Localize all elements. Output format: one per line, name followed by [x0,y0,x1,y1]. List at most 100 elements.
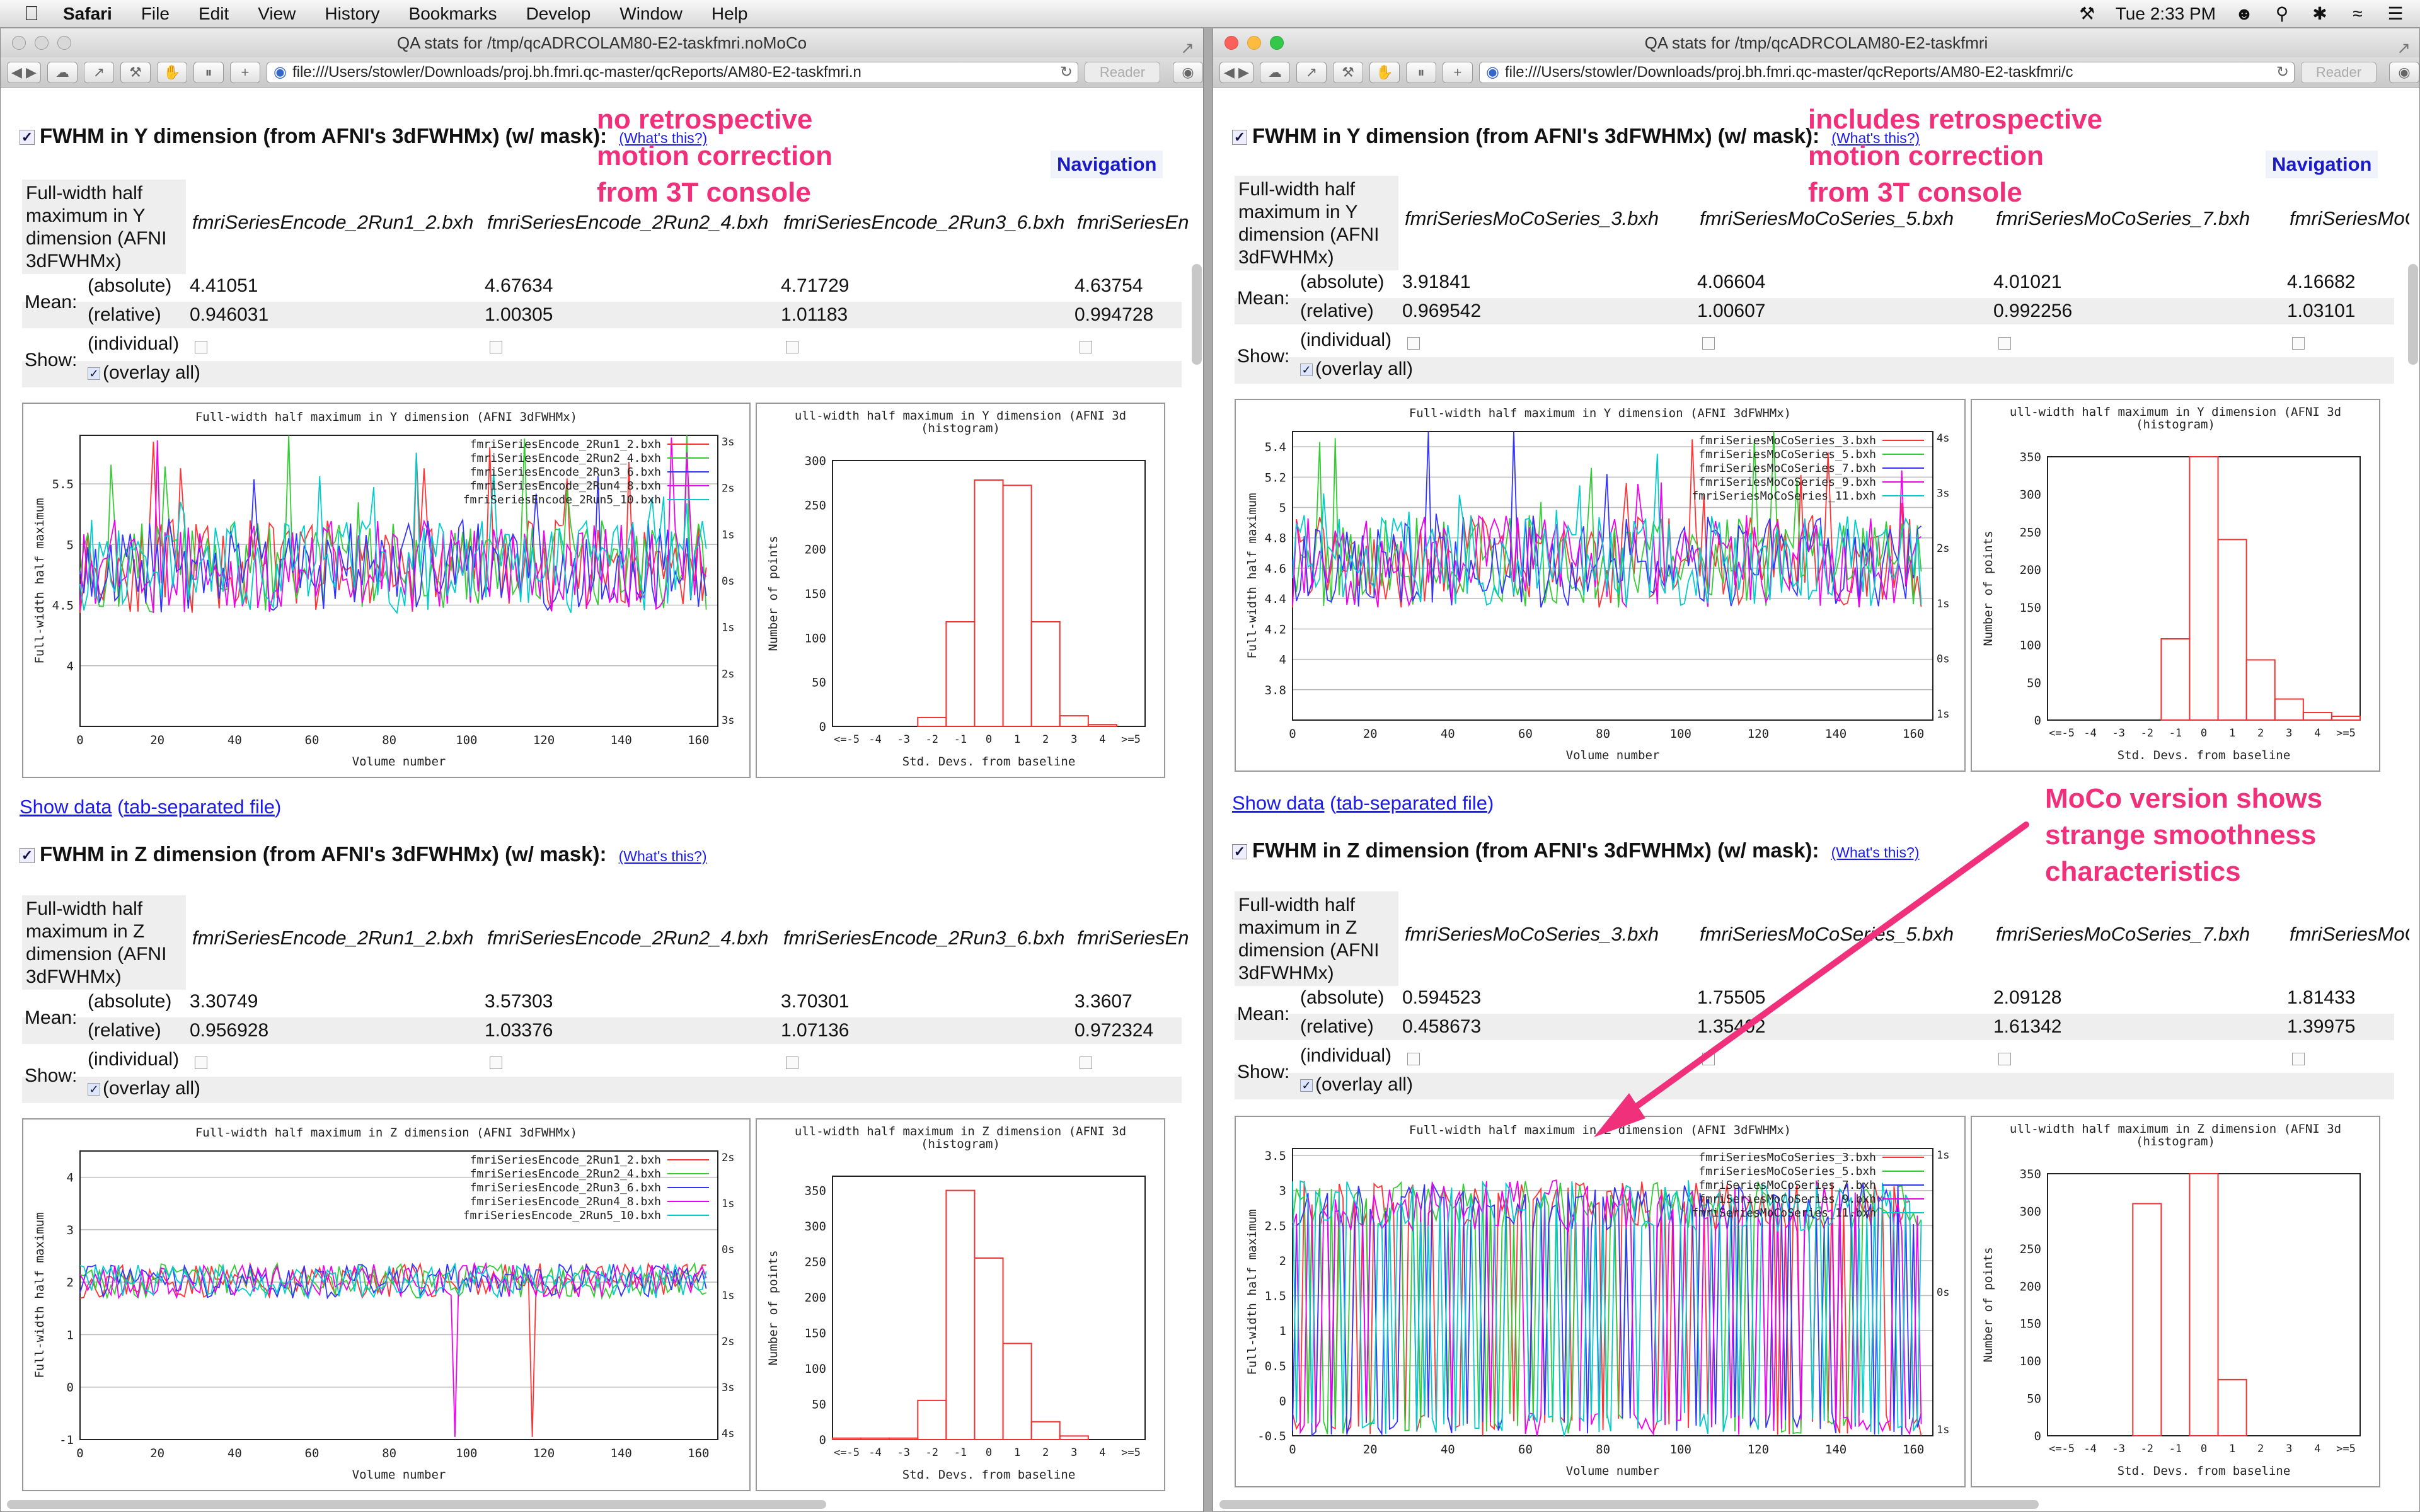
downloads-icon[interactable]: ◉ [1173,61,1203,83]
whats-this-link[interactable]: (What's this?) [618,848,707,864]
user-icon[interactable]: ☻ [2235,4,2254,23]
menu-file[interactable]: File [141,3,170,23]
menubar-clock[interactable]: Tue 2:33 PM [2115,4,2216,23]
new-tab-icon[interactable]: + [229,61,260,83]
menu-window[interactable]: Window [619,3,683,23]
hand-icon[interactable]: ✋ [156,61,187,83]
individual-checkbox[interactable] [1702,337,1715,350]
navigation-link[interactable]: Navigation [2266,151,2378,178]
downloads-icon[interactable]: ◉ [2389,61,2419,83]
wifi-icon[interactable]: ≈ [2353,4,2363,23]
tsv-link[interactable]: tab-separated file [1336,792,1487,814]
zoom-icon[interactable] [57,36,71,50]
menu-app[interactable]: Safari [63,3,112,23]
overlay-checkbox[interactable]: ✓ [88,367,100,380]
back-forward-icon[interactable]: ◀ ▶ [7,61,41,83]
share-icon[interactable]: ↗ [1296,61,1327,83]
address-bar[interactable]: ◉ file:///Users/stowler/Downloads/proj.bh… [1478,61,2295,83]
individual-checkbox[interactable] [1080,341,1092,353]
x-tick-label: 60 [305,733,320,747]
individual-label: (individual) [1300,329,1392,350]
minimize-icon[interactable] [1247,36,1261,50]
bluetooth-icon[interactable]: ✱ [2312,4,2327,23]
absolute-label: (absolute) [88,275,172,296]
individual-checkbox[interactable] [1080,1057,1092,1069]
individual-checkbox[interactable] [195,1057,207,1069]
overlay-checkbox[interactable]: ✓ [1300,1079,1313,1092]
share-icon[interactable]: ↗ [83,61,114,83]
x-tick-label: -2 [2141,1443,2153,1455]
title-bar[interactable]: QA stats for /tmp/qcADRCOLAM80-E2-taskfm… [1,28,1203,57]
fullscreen-icon[interactable]: ↗ [2397,38,2411,57]
menu-edit[interactable]: Edit [198,3,229,23]
individual-checkbox[interactable] [1702,1053,1715,1065]
search-icon[interactable]: ⚲ [2275,4,2289,23]
individual-checkbox[interactable] [2292,1053,2305,1065]
close-icon[interactable] [12,36,26,50]
minimize-icon[interactable] [35,36,49,50]
overlay-checkbox[interactable]: ✓ [88,1083,100,1096]
menu-bookmarks[interactable]: Bookmarks [408,3,497,23]
reload-icon[interactable]: ↻ [2276,63,2289,81]
new-tab-icon[interactable]: + [1442,61,1473,83]
pause-icon[interactable]: ⏸ [1405,61,1436,83]
individual-checkbox[interactable] [786,341,798,353]
y-axis-label: Full-width half maximum [1245,493,1259,658]
legend-entry: fmriSeriesMoCoSeries_5.bxh [1698,448,1876,461]
apple-menu-icon[interactable]:  [0,2,63,25]
plot-title: Full-width half maximum in Y dimension (… [195,410,578,424]
hand-icon[interactable]: ✋ [1369,61,1400,83]
tools-icon[interactable]: ⚒ [2079,4,2095,23]
pause-icon[interactable]: ⏸ [193,61,224,83]
wrench-icon[interactable]: ⚒ [1332,61,1363,83]
x-axis-label: Volume number [352,755,446,769]
section-checkbox[interactable]: ✓ [20,848,35,864]
individual-checkbox[interactable] [1998,1053,2011,1065]
tsv-link[interactable]: tab-separated file [124,796,275,818]
histogram-bar [2217,1378,2247,1437]
whats-this-link[interactable]: (What's this?) [1831,844,1920,861]
notifications-icon[interactable]: ☰ [2387,4,2404,23]
reader-button[interactable]: Reader [1085,61,1160,83]
menu-develop[interactable]: Develop [526,3,591,23]
close-icon[interactable] [1224,36,1238,50]
reload-icon[interactable]: ↻ [1059,63,1073,81]
address-bar[interactable]: ◉ file:///Users/stowler/Downloads/proj.bh… [266,61,1078,83]
individual-checkbox[interactable] [195,341,207,353]
vertical-scrollbar[interactable] [2408,264,2418,365]
reader-button[interactable]: Reader [2301,61,2377,83]
overlay-checkbox[interactable]: ✓ [1300,364,1313,376]
y-tick-label: 5 [1279,501,1286,515]
section-checkbox[interactable]: ✓ [1232,130,1247,146]
vertical-scrollbar[interactable] [1192,264,1202,365]
back-forward-icon[interactable]: ◀ ▶ [1219,61,1253,83]
zoom-icon[interactable] [1270,36,1284,50]
show-data-link[interactable]: Show data [1232,792,1325,814]
individual-checkbox[interactable] [786,1057,798,1069]
title-bar[interactable]: QA stats for /tmp/qcADRCOLAM80-E2-taskfm… [1213,28,2419,57]
menu-view[interactable]: View [258,3,296,23]
whats-this-link[interactable]: (What's this?) [1831,130,1920,146]
individual-checkbox[interactable] [490,341,502,353]
fullscreen-icon[interactable]: ↗ [1180,38,1194,57]
section-checkbox[interactable]: ✓ [1232,844,1247,860]
individual-checkbox[interactable] [1998,337,2011,350]
individual-checkbox[interactable] [490,1057,502,1069]
individual-label: (individual) [88,1049,180,1070]
individual-checkbox[interactable] [2292,337,2305,350]
whats-this-link[interactable]: (What's this?) [619,130,708,146]
individual-checkbox[interactable] [1407,1053,1420,1065]
menu-history[interactable]: History [325,3,380,23]
icloud-icon[interactable]: ☁ [1259,61,1290,83]
individual-checkbox[interactable] [1407,337,1420,350]
menu-help[interactable]: Help [711,3,748,23]
y-tick-label: 0 [819,720,826,734]
horizontal-scrollbar[interactable] [7,1500,826,1509]
icloud-icon[interactable]: ☁ [47,61,78,83]
show-data-link[interactable]: Show data [20,796,112,818]
y-tick-label: 0.5 [1265,1360,1286,1373]
wrench-icon[interactable]: ⚒ [120,61,151,83]
horizontal-scrollbar[interactable] [1219,1500,2039,1509]
navigation-link[interactable]: Navigation [1051,151,1163,178]
section-checkbox[interactable]: ✓ [20,130,35,146]
